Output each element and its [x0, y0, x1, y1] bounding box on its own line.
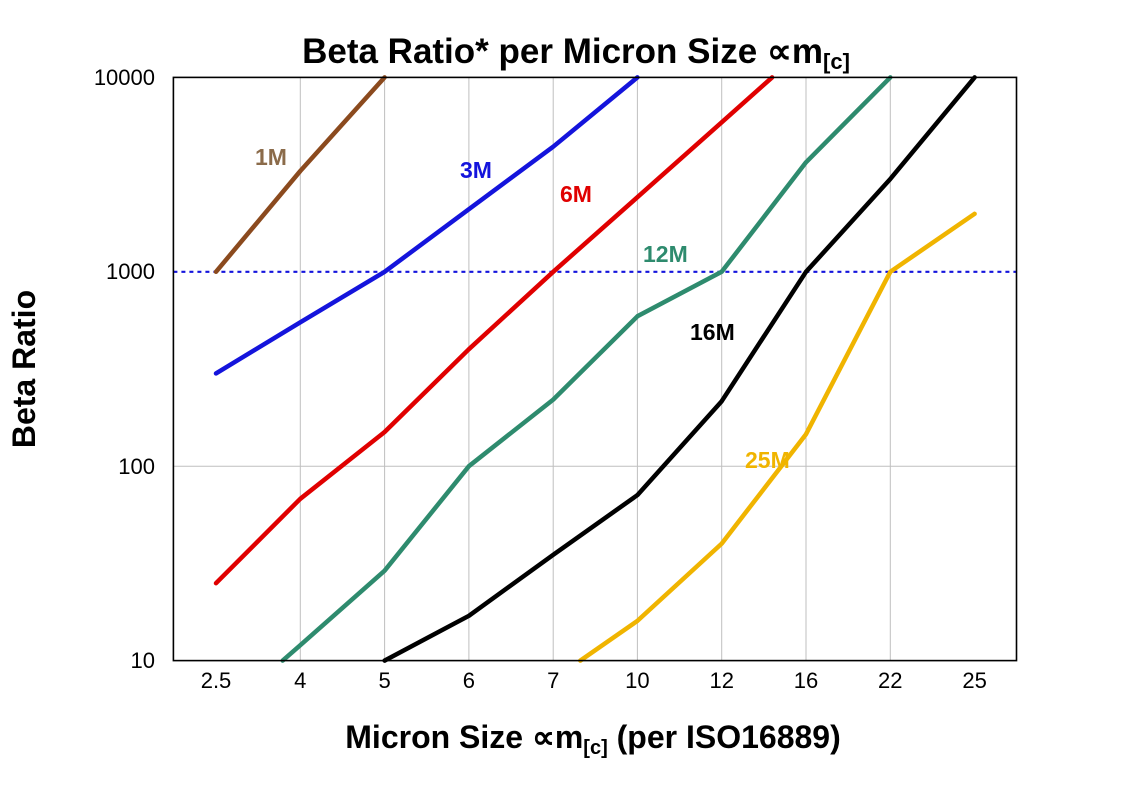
svg-text:25M: 25M — [745, 447, 790, 473]
svg-text:3M: 3M — [460, 157, 492, 183]
svg-text:16M: 16M — [690, 319, 735, 345]
svg-text:16: 16 — [794, 668, 818, 693]
svg-text:Beta Ratio: Beta Ratio — [6, 290, 42, 448]
svg-text:12M: 12M — [643, 241, 688, 267]
svg-text:Beta Ratio* per Micron Size ∝m: Beta Ratio* per Micron Size ∝m[c] — [302, 32, 850, 74]
svg-text:5: 5 — [378, 668, 390, 693]
svg-text:2.5: 2.5 — [201, 668, 232, 693]
svg-text:6M: 6M — [560, 181, 592, 207]
svg-text:4: 4 — [294, 668, 306, 693]
svg-text:22: 22 — [878, 668, 902, 693]
svg-text:7: 7 — [547, 668, 559, 693]
svg-text:6: 6 — [463, 668, 475, 693]
svg-text:1M: 1M — [255, 144, 287, 170]
svg-text:12: 12 — [709, 668, 733, 693]
svg-text:25: 25 — [962, 668, 986, 693]
svg-text:10: 10 — [131, 648, 155, 673]
svg-text:10: 10 — [625, 668, 649, 693]
svg-text:100: 100 — [118, 454, 155, 479]
svg-text:10000: 10000 — [94, 65, 155, 90]
svg-text:1000: 1000 — [106, 259, 155, 284]
